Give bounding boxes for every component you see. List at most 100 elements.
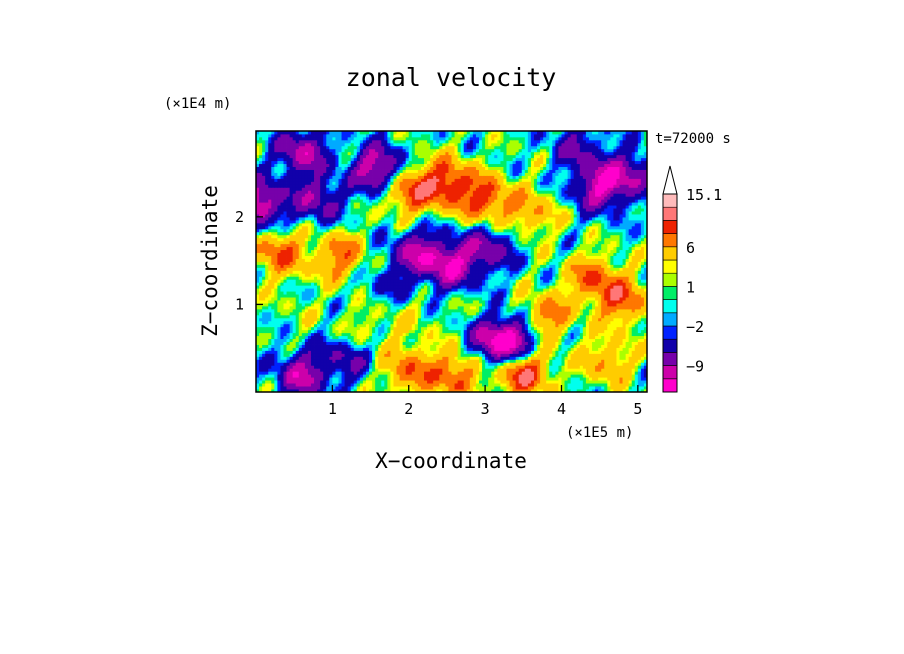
heatmap-cell: [326, 308, 330, 313]
heatmap-cell: [518, 377, 523, 381]
heatmap-cell: [436, 282, 440, 286]
heatmap-cell: [616, 326, 620, 331]
heatmap-cell: [341, 386, 345, 390]
heatmap-cell: [475, 353, 480, 357]
heatmap-cell: [408, 308, 413, 313]
heatmap-cell: [262, 288, 266, 292]
heatmap-cell: [576, 362, 581, 366]
heatmap-cell: [323, 297, 327, 301]
heatmap-cell: [607, 308, 611, 313]
heatmap-cell: [307, 326, 312, 331]
heatmap-cell: [640, 326, 645, 331]
heatmap-cell: [362, 338, 367, 342]
heatmap-cell: [301, 276, 306, 280]
heatmap-cell: [323, 317, 327, 322]
heatmap-cell: [314, 350, 318, 354]
heatmap-cell: [396, 288, 400, 292]
heatmap-cell: [518, 297, 523, 301]
heatmap-cell: [414, 332, 419, 337]
heatmap-cell: [298, 314, 303, 319]
heatmap-cell: [338, 326, 342, 331]
heatmap-cell: [436, 374, 440, 378]
heatmap-cell: [573, 279, 578, 283]
heatmap-cell: [549, 377, 553, 381]
heatmap-cell: [607, 305, 611, 310]
heatmap-cell: [457, 329, 462, 334]
heatmap-cell: [488, 294, 492, 298]
heatmap-cell: [320, 377, 324, 381]
heatmap-cell: [448, 335, 452, 340]
heatmap-cell: [430, 380, 434, 384]
heatmap-cell: [301, 308, 306, 313]
heatmap-cell: [549, 371, 553, 375]
heatmap-cell: [570, 305, 575, 310]
heatmap-cell: [625, 350, 630, 354]
heatmap-cell: [530, 323, 535, 328]
heatmap-cell: [283, 344, 287, 348]
heatmap-cell: [344, 356, 349, 360]
heatmap-cell: [417, 311, 422, 316]
heatmap-cell: [546, 314, 550, 319]
heatmap-cell: [488, 350, 492, 354]
heatmap-cell: [595, 294, 599, 298]
heatmap-cell: [378, 285, 382, 289]
heatmap-cell: [384, 305, 388, 310]
heatmap-cell: [277, 323, 281, 328]
heatmap-cell: [298, 389, 303, 393]
heatmap-cell: [414, 362, 419, 366]
heatmap-cell: [262, 294, 266, 298]
heatmap-cell: [643, 329, 648, 334]
heatmap-cell: [582, 297, 587, 301]
heatmap-cell: [610, 350, 614, 354]
heatmap-cell: [494, 368, 498, 372]
heatmap-cell: [369, 377, 373, 381]
heatmap-cell: [280, 326, 284, 331]
heatmap-cell: [521, 335, 526, 340]
heatmap-cell: [332, 285, 336, 289]
heatmap-cell: [610, 276, 614, 280]
heatmap-cell: [332, 282, 336, 286]
heatmap-cell: [344, 347, 349, 351]
heatmap-cell: [478, 335, 483, 340]
heatmap-cell: [463, 344, 468, 348]
heatmap-cell: [579, 371, 584, 375]
heatmap-cell: [341, 377, 345, 381]
heatmap-cell: [549, 285, 553, 289]
heatmap-cell: [540, 371, 544, 375]
heatmap-cell: [310, 380, 315, 384]
heatmap-cell: [271, 317, 275, 322]
heatmap-cell: [500, 326, 504, 331]
heatmap-cell: [549, 383, 553, 387]
heatmap-cell: [500, 335, 504, 340]
heatmap-cell: [640, 338, 645, 342]
heatmap-cell: [558, 356, 562, 360]
heatmap-cell: [295, 323, 300, 328]
heatmap-cell: [417, 300, 422, 304]
heatmap-cell: [268, 344, 272, 348]
heatmap-cell: [307, 288, 312, 292]
heatmap-cell: [387, 380, 391, 384]
heatmap-cell: [390, 314, 394, 319]
heatmap-cell: [320, 374, 324, 378]
heatmap-cell: [381, 329, 385, 334]
heatmap-cell: [289, 359, 294, 363]
heatmap-cell: [427, 291, 431, 295]
heatmap-cell: [256, 359, 260, 363]
heatmap-cell: [387, 335, 391, 340]
heatmap-cell: [512, 350, 517, 354]
heatmap-cell: [362, 347, 367, 351]
heatmap-cell: [335, 320, 339, 325]
heatmap-cell: [518, 329, 523, 334]
heatmap-cell: [619, 320, 623, 325]
heatmap-cell: [433, 317, 437, 322]
heatmap-cell: [307, 314, 312, 319]
heatmap-cell: [549, 282, 553, 286]
heatmap-cell: [607, 356, 611, 360]
heatmap-cell: [445, 368, 449, 372]
heatmap-cell: [417, 326, 422, 331]
heatmap-cell: [472, 294, 477, 298]
heatmap-cell: [463, 320, 468, 325]
heatmap-cell: [628, 383, 633, 387]
heatmap-cell: [463, 288, 468, 292]
